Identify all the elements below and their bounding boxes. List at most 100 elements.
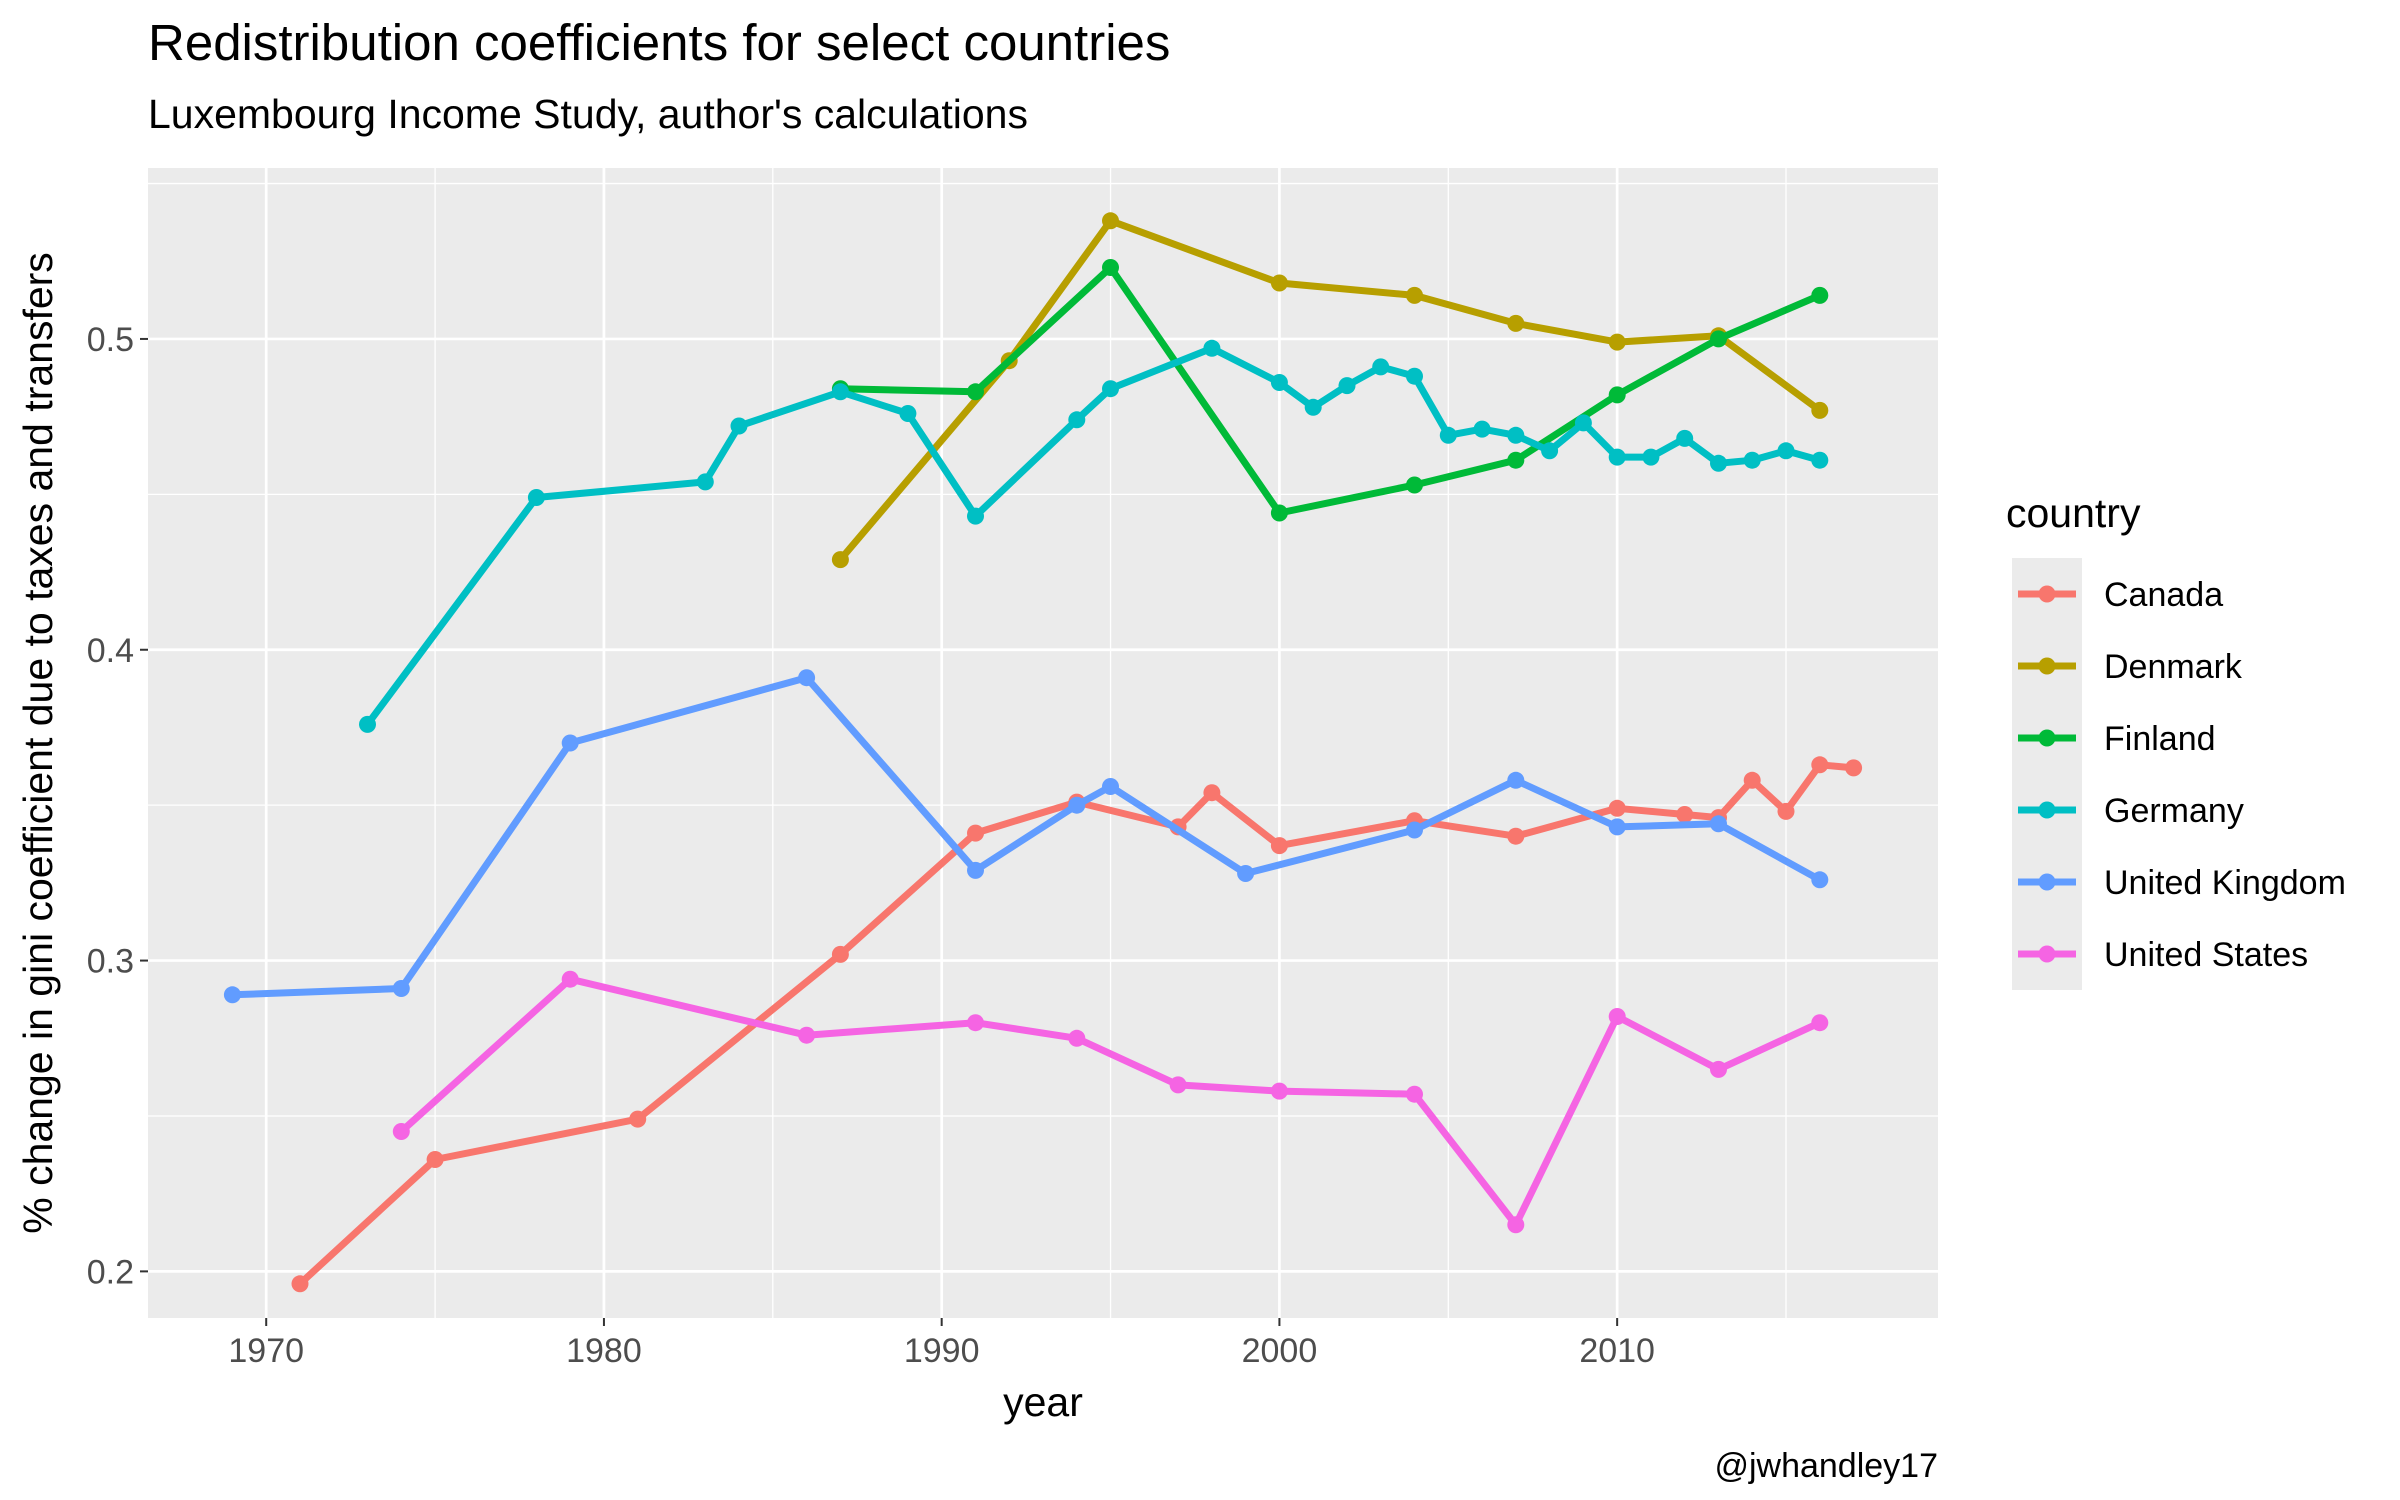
data-point-finland	[1608, 386, 1626, 404]
data-point-united-kingdom	[798, 669, 816, 687]
data-point-canada	[1507, 827, 1525, 845]
data-point-canada	[1811, 756, 1829, 774]
data-point-united-kingdom	[1102, 778, 1119, 795]
data-point-canada	[1777, 802, 1795, 820]
legend-key-point	[2038, 801, 2056, 819]
data-point-united-kingdom	[223, 986, 241, 1004]
data-point-germany	[1811, 451, 1829, 469]
data-point-canada	[1270, 837, 1288, 855]
data-point-germany	[1676, 429, 1694, 447]
data-point-denmark	[1406, 286, 1423, 304]
data-point-denmark	[1811, 401, 1829, 419]
y-tick-label: 0.4	[87, 632, 134, 670]
legend-key-point	[2038, 945, 2056, 963]
data-point-united-kingdom	[1710, 815, 1727, 833]
data-point-germany	[1372, 358, 1390, 376]
data-point-united-states	[1507, 1216, 1525, 1234]
series-united-kingdom	[223, 669, 1829, 1004]
y-tick-label: 0.2	[87, 1253, 134, 1291]
x-tick-label: 1990	[904, 1332, 980, 1370]
legend-key-point	[2038, 729, 2056, 747]
data-point-united-kingdom	[1811, 871, 1829, 889]
data-point-germany	[899, 405, 917, 422]
data-point-germany	[1068, 411, 1086, 429]
minor-gridlines	[148, 168, 1938, 1318]
data-point-germany	[1507, 426, 1525, 444]
legend-label-denmark: Denmark	[2104, 648, 2243, 686]
data-point-germany	[1777, 442, 1795, 460]
data-point-finland	[1710, 330, 1727, 348]
legend-item-united-states: United States	[2012, 918, 2308, 990]
data-point-canada	[967, 824, 984, 842]
data-point-finland	[967, 383, 984, 401]
data-point-germany	[1304, 398, 1322, 416]
data-point-united-kingdom	[967, 861, 984, 879]
plot-panel	[148, 168, 1938, 1318]
x-tick-label: 2000	[1242, 1332, 1318, 1370]
legend-item-finland: Finland	[2012, 702, 2216, 774]
data-point-united-states	[967, 1014, 984, 1032]
data-point-germany	[696, 473, 714, 491]
data-point-united-states	[1406, 1085, 1423, 1103]
data-point-germany	[1541, 442, 1559, 460]
data-point-united-states	[1710, 1060, 1727, 1078]
data-point-germany	[359, 715, 376, 733]
data-point-canada	[426, 1151, 444, 1168]
data-point-germany	[730, 417, 748, 435]
data-point-denmark	[1507, 314, 1525, 332]
series-layer	[223, 212, 1863, 1293]
data-point-united-states	[798, 1026, 816, 1044]
data-point-united-kingdom	[392, 980, 410, 997]
legend-item-denmark: Denmark	[2012, 630, 2243, 702]
y-tick-label: 0.5	[87, 321, 134, 359]
data-point-denmark	[831, 551, 849, 569]
data-point-finland	[1406, 476, 1423, 494]
data-point-canada	[831, 945, 849, 963]
data-point-canada	[629, 1110, 647, 1128]
legend-label-united-kingdom: United Kingdom	[2104, 864, 2346, 902]
data-point-finland	[1270, 504, 1288, 522]
legend-label-united-states: United States	[2104, 936, 2308, 974]
data-point-canada	[1845, 759, 1863, 777]
data-point-germany	[1406, 367, 1423, 385]
data-point-united-states	[1811, 1014, 1829, 1032]
data-point-denmark	[1102, 212, 1119, 230]
x-tick-label: 1970	[228, 1332, 304, 1370]
x-tick-label: 1980	[566, 1332, 642, 1370]
data-point-united-kingdom	[561, 734, 579, 752]
data-point-united-states	[561, 970, 579, 988]
data-point-germany	[1710, 454, 1727, 472]
legend-key-point	[2038, 585, 2056, 603]
data-point-germany	[1439, 426, 1457, 444]
data-point-germany	[1203, 339, 1221, 357]
data-point-germany	[1473, 420, 1491, 438]
legend-title: country	[2006, 490, 2141, 536]
series-line-united-states	[398, 975, 1822, 1229]
x-tick-label: 2010	[1579, 1332, 1655, 1370]
legend-label-germany: Germany	[2104, 792, 2244, 830]
data-point-germany	[1608, 448, 1626, 466]
legend-key-point	[2038, 657, 2056, 675]
data-point-canada	[291, 1275, 309, 1293]
x-axis-title: year	[1003, 1379, 1083, 1425]
chart-subtitle: Luxembourg Income Study, author's calcul…	[148, 91, 1028, 137]
data-point-germany	[1270, 374, 1288, 391]
legend-item-united-kingdom: United Kingdom	[2012, 846, 2346, 918]
data-point-united-kingdom	[1068, 796, 1086, 814]
y-tick-label: 0.3	[87, 943, 134, 981]
legend-item-canada: Canada	[2012, 558, 2223, 630]
data-point-denmark	[1270, 274, 1288, 292]
axis-ticks	[140, 337, 1619, 1326]
data-point-united-states	[1068, 1029, 1086, 1047]
series-canada	[291, 756, 1863, 1293]
data-point-germany	[1574, 414, 1592, 432]
chart-title: Redistribution coefficients for select c…	[148, 14, 1170, 71]
data-point-germany	[967, 507, 984, 525]
series-united-states	[392, 970, 1829, 1234]
data-point-finland	[1507, 451, 1525, 469]
data-point-canada	[1743, 771, 1761, 789]
legend-label-canada: Canada	[2104, 576, 2223, 614]
data-point-finland	[1102, 259, 1119, 276]
data-point-united-kingdom	[1608, 818, 1626, 836]
